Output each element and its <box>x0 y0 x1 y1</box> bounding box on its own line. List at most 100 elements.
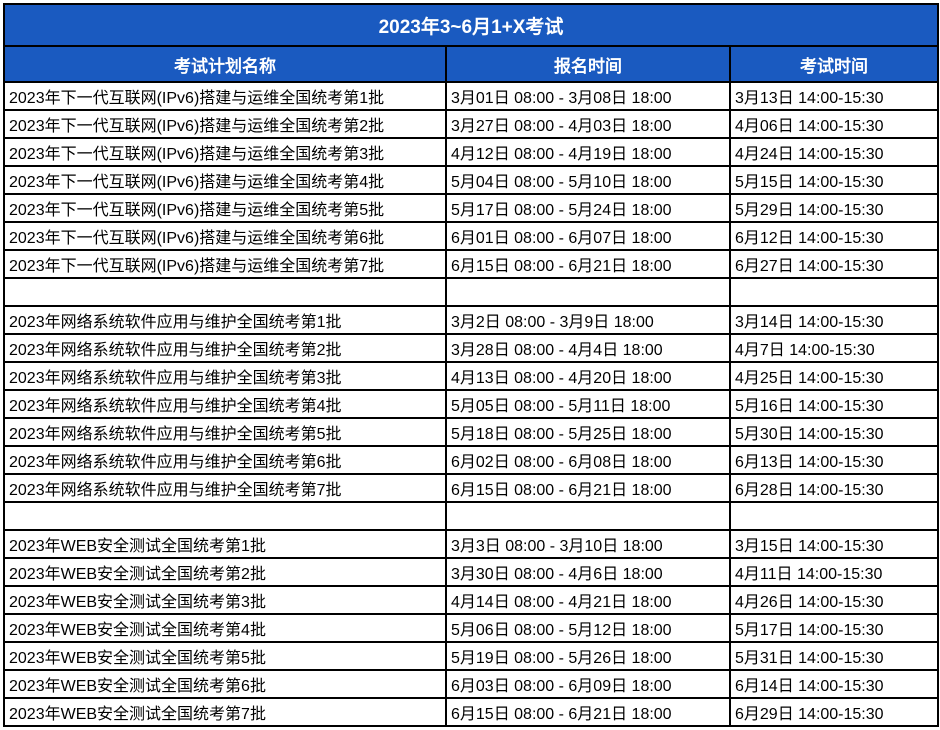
plan-name-cell: 2023年网络系统软件应用与维护全国统考第4批 <box>3 389 447 419</box>
column-header-signup-time: 报名时间 <box>445 45 731 83</box>
exam-time-cell: 5月31日 14:00-15:30 <box>728 641 940 671</box>
exam-time-cell: 5月30日 14:00-15:30 <box>728 417 940 447</box>
plan-name-cell: 2023年网络系统软件应用与维护全国统考第2批 <box>3 333 447 363</box>
table-row: 2023年下一代互联网(IPv6)搭建与运维全国统考第2批 3月27日 08:0… <box>3 109 940 139</box>
title-row: 2023年3~6月1+X考试 <box>2 3 940 47</box>
table-row: 2023年网络系统软件应用与维护全国统考第3批 4月13日 08:00 - 4月… <box>3 361 940 391</box>
signup-time-cell: 6月02日 08:00 - 6月08日 18:00 <box>445 445 731 475</box>
table-row: 2023年下一代互联网(IPv6)搭建与运维全国统考第3批 4月12日 08:0… <box>3 137 940 167</box>
column-header-exam-time: 考试时间 <box>728 45 940 83</box>
signup-time-cell: 6月03日 08:00 - 6月09日 18:00 <box>445 669 731 699</box>
exam-time-cell: 5月29日 14:00-15:30 <box>728 193 940 223</box>
table-row: 2023年下一代互联网(IPv6)搭建与运维全国统考第6批 6月01日 08:0… <box>3 221 940 251</box>
exam-time-cell: 5月16日 14:00-15:30 <box>728 389 940 419</box>
signup-time-cell: 5月06日 08:00 - 5月12日 18:00 <box>445 613 731 643</box>
plan-name-cell: 2023年WEB安全测试全国统考第1批 <box>3 529 447 559</box>
plan-name-cell: 2023年WEB安全测试全国统考第3批 <box>3 585 447 615</box>
table-row: 2023年网络系统软件应用与维护全国统考第2批 3月28日 08:00 - 4月… <box>3 333 940 363</box>
signup-time-cell <box>445 501 731 531</box>
plan-name-cell: 2023年下一代互联网(IPv6)搭建与运维全国统考第3批 <box>3 137 447 167</box>
signup-time-cell: 4月13日 08:00 - 4月20日 18:00 <box>445 361 731 391</box>
plan-name-cell <box>3 501 447 531</box>
signup-time-cell <box>445 277 731 307</box>
table-row <box>3 501 940 531</box>
signup-time-cell: 3月28日 08:00 - 4月4日 18:00 <box>445 333 731 363</box>
plan-name-cell: 2023年网络系统软件应用与维护全国统考第5批 <box>3 417 447 447</box>
exam-time-cell: 4月06日 14:00-15:30 <box>728 109 940 139</box>
signup-time-cell: 6月15日 08:00 - 6月21日 18:00 <box>445 473 731 503</box>
table-row: 2023年下一代互联网(IPv6)搭建与运维全国统考第5批 5月17日 08:0… <box>3 193 940 223</box>
plan-name-cell: 2023年下一代互联网(IPv6)搭建与运维全国统考第7批 <box>3 249 447 279</box>
signup-time-cell: 3月3日 08:00 - 3月10日 18:00 <box>445 529 731 559</box>
table-row: 2023年网络系统软件应用与维护全国统考第1批 3月2日 08:00 - 3月9… <box>3 305 940 335</box>
signup-time-cell: 6月01日 08:00 - 6月07日 18:00 <box>445 221 731 251</box>
plan-name-cell: 2023年WEB安全测试全国统考第2批 <box>3 557 447 587</box>
signup-time-cell: 6月15日 08:00 - 6月21日 18:00 <box>445 249 731 279</box>
signup-time-cell: 5月17日 08:00 - 5月24日 18:00 <box>445 193 731 223</box>
plan-name-cell: 2023年WEB安全测试全国统考第5批 <box>3 641 447 671</box>
table-row: 2023年下一代互联网(IPv6)搭建与运维全国统考第4批 5月04日 08:0… <box>3 165 940 195</box>
signup-time-cell: 3月2日 08:00 - 3月9日 18:00 <box>445 305 731 335</box>
signup-time-cell: 3月01日 08:00 - 3月08日 18:00 <box>445 81 731 111</box>
exam-time-cell: 4月24日 14:00-15:30 <box>728 137 940 167</box>
exam-time-cell: 4月25日 14:00-15:30 <box>728 361 940 391</box>
exam-time-cell <box>728 277 940 307</box>
table-row: 2023年WEB安全测试全国统考第3批 4月14日 08:00 - 4月21日 … <box>3 585 940 615</box>
exam-time-cell: 6月14日 14:00-15:30 <box>728 669 940 699</box>
signup-time-cell: 4月12日 08:00 - 4月19日 18:00 <box>445 137 731 167</box>
plan-name-cell: 2023年网络系统软件应用与维护全国统考第3批 <box>3 361 447 391</box>
signup-time-cell: 5月04日 08:00 - 5月10日 18:00 <box>445 165 731 195</box>
page-title: 2023年3~6月1+X考试 <box>2 3 940 47</box>
table-row: 2023年网络系统软件应用与维护全国统考第4批 5月05日 08:00 - 5月… <box>3 389 940 419</box>
exam-time-cell: 3月13日 14:00-15:30 <box>728 81 940 111</box>
signup-time-cell: 5月05日 08:00 - 5月11日 18:00 <box>445 389 731 419</box>
plan-name-cell: 2023年网络系统软件应用与维护全国统考第6批 <box>3 445 447 475</box>
signup-time-cell: 4月14日 08:00 - 4月21日 18:00 <box>445 585 731 615</box>
signup-time-cell: 3月30日 08:00 - 4月6日 18:00 <box>445 557 731 587</box>
plan-name-cell: 2023年网络系统软件应用与维护全国统考第1批 <box>3 305 447 335</box>
plan-name-cell: 2023年下一代互联网(IPv6)搭建与运维全国统考第2批 <box>3 109 447 139</box>
exam-time-cell: 4月11日 14:00-15:30 <box>728 557 940 587</box>
plan-name-cell: 2023年网络系统软件应用与维护全国统考第7批 <box>3 473 447 503</box>
exam-time-cell: 6月13日 14:00-15:30 <box>728 445 940 475</box>
table-row: 2023年WEB安全测试全国统考第5批 5月19日 08:00 - 5月26日 … <box>3 641 940 671</box>
exam-time-cell: 4月7日 14:00-15:30 <box>728 333 940 363</box>
exam-time-cell: 3月14日 14:00-15:30 <box>728 305 940 335</box>
plan-name-cell: 2023年WEB安全测试全国统考第4批 <box>3 613 447 643</box>
table-row: 2023年WEB安全测试全国统考第7批 6月15日 08:00 - 6月21日 … <box>3 697 940 727</box>
plan-name-cell <box>3 277 447 307</box>
plan-name-cell: 2023年WEB安全测试全国统考第7批 <box>3 697 447 727</box>
signup-time-cell: 6月15日 08:00 - 6月21日 18:00 <box>445 697 731 727</box>
table-row: 2023年网络系统软件应用与维护全国统考第6批 6月02日 08:00 - 6月… <box>3 445 940 475</box>
exam-time-cell: 6月28日 14:00-15:30 <box>728 473 940 503</box>
exam-time-cell: 5月17日 14:00-15:30 <box>728 613 940 643</box>
exam-time-cell <box>728 501 940 531</box>
exam-time-cell: 6月29日 14:00-15:30 <box>728 697 940 727</box>
exam-time-cell: 3月15日 14:00-15:30 <box>728 529 940 559</box>
exam-table-body: 2023年下一代互联网(IPv6)搭建与运维全国统考第1批 3月01日 08:0… <box>3 81 940 727</box>
plan-name-cell: 2023年下一代互联网(IPv6)搭建与运维全国统考第1批 <box>3 81 447 111</box>
plan-name-cell: 2023年WEB安全测试全国统考第6批 <box>3 669 447 699</box>
exam-time-cell: 4月26日 14:00-15:30 <box>728 585 940 615</box>
exam-time-cell: 5月15日 14:00-15:30 <box>728 165 940 195</box>
table-row: 2023年网络系统软件应用与维护全国统考第5批 5月18日 08:00 - 5月… <box>3 417 940 447</box>
table-row: 2023年网络系统软件应用与维护全国统考第7批 6月15日 08:00 - 6月… <box>3 473 940 503</box>
exam-time-cell: 6月12日 14:00-15:30 <box>728 221 940 251</box>
signup-time-cell: 3月27日 08:00 - 4月03日 18:00 <box>445 109 731 139</box>
signup-time-cell: 5月19日 08:00 - 5月26日 18:00 <box>445 641 731 671</box>
table-row: 2023年WEB安全测试全国统考第4批 5月06日 08:00 - 5月12日 … <box>3 613 940 643</box>
table-row: 2023年WEB安全测试全国统考第1批 3月3日 08:00 - 3月10日 1… <box>3 529 940 559</box>
exam-time-cell: 6月27日 14:00-15:30 <box>728 249 940 279</box>
plan-name-cell: 2023年下一代互联网(IPv6)搭建与运维全国统考第6批 <box>3 221 447 251</box>
plan-name-cell: 2023年下一代互联网(IPv6)搭建与运维全国统考第5批 <box>3 193 447 223</box>
signup-time-cell: 5月18日 08:00 - 5月25日 18:00 <box>445 417 731 447</box>
table-row <box>3 277 940 307</box>
table-row: 2023年下一代互联网(IPv6)搭建与运维全国统考第7批 6月15日 08:0… <box>3 249 940 279</box>
plan-name-cell: 2023年下一代互联网(IPv6)搭建与运维全国统考第4批 <box>3 165 447 195</box>
table-row: 2023年WEB安全测试全国统考第6批 6月03日 08:00 - 6月09日 … <box>3 669 940 699</box>
table-row: 2023年WEB安全测试全国统考第2批 3月30日 08:00 - 4月6日 1… <box>3 557 940 587</box>
table-row: 2023年下一代互联网(IPv6)搭建与运维全国统考第1批 3月01日 08:0… <box>3 81 940 111</box>
exam-schedule-table: 2023年3~6月1+X考试 考试计划名称 报名时间 考试时间 2023年下一代… <box>2 3 940 727</box>
column-header-row: 考试计划名称 报名时间 考试时间 <box>3 45 940 83</box>
